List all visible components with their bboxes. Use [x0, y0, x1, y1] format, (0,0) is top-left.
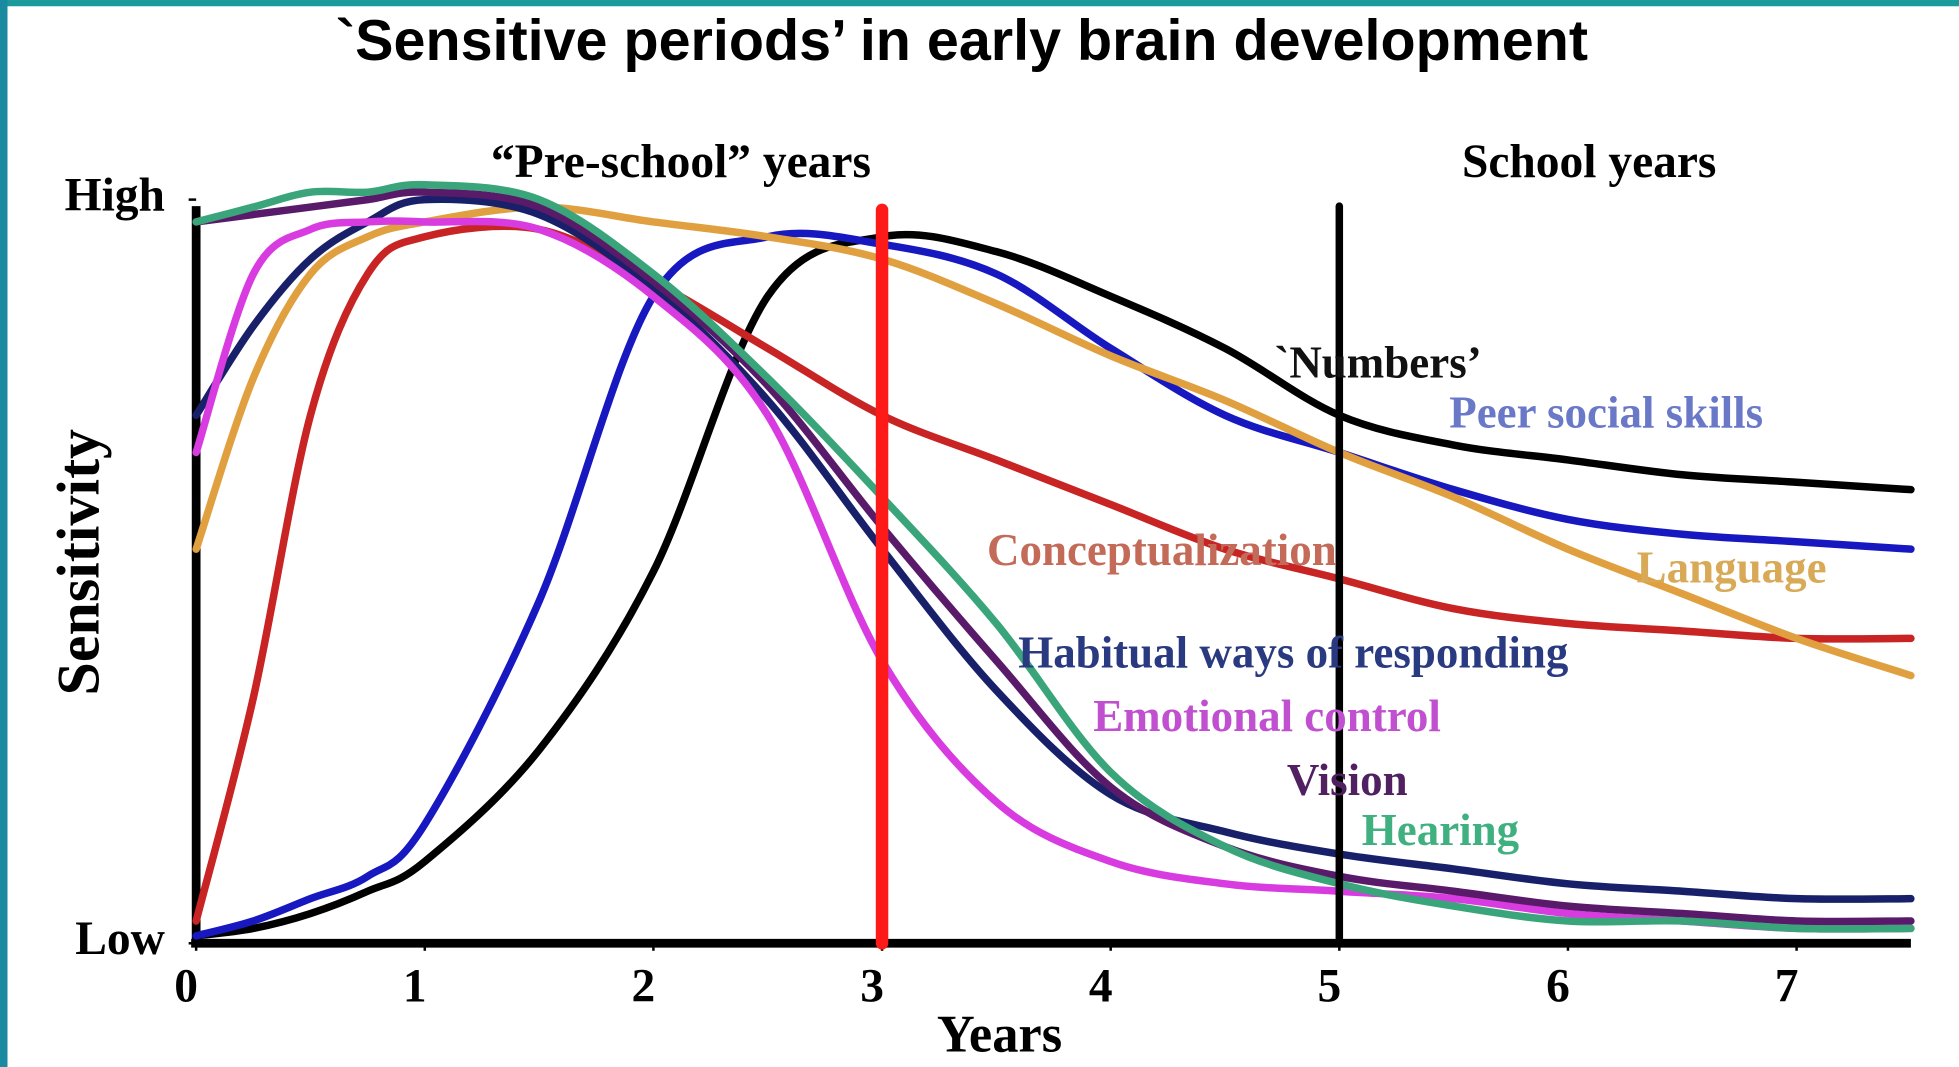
series-label: Habitual ways of responding	[1018, 627, 1569, 677]
series-line	[192, 217, 1915, 933]
x-tick-label: 7	[1775, 961, 1799, 1013]
series-label: Conceptualization	[987, 525, 1337, 575]
frame-left	[0, 0, 8, 1067]
series-label: Vision	[1287, 755, 1408, 805]
series-label: Emotional control	[1093, 691, 1441, 741]
frame-top	[0, 0, 1959, 7]
x-tick-label: 3	[860, 961, 884, 1013]
series-line	[192, 230, 1915, 940]
series-label: Peer social skills	[1449, 388, 1763, 438]
y-tick-label: Low	[75, 913, 165, 965]
y-tick-label: High	[65, 170, 165, 222]
series-label: Hearing	[1362, 805, 1520, 855]
series-label: Language	[1637, 543, 1827, 593]
series-line	[192, 180, 1915, 933]
x-tick-label: 4	[1089, 961, 1113, 1013]
series-line	[192, 188, 1915, 926]
x-tick-label: 5	[1317, 961, 1341, 1013]
series-label: `Numbers’	[1274, 338, 1481, 388]
x-tick-label: 0	[174, 961, 198, 1013]
series-line	[192, 203, 1915, 680]
series-line	[192, 229, 1915, 940]
chart-title: `Sensitive periods’ in early brain devel…	[336, 9, 1588, 73]
x-tick-label: 6	[1546, 961, 1570, 1013]
y-axis-label: Sensitivity	[46, 429, 112, 696]
annotation: School years	[1462, 136, 1716, 188]
annotation: “Pre-school” years	[491, 136, 871, 188]
x-tick-label: 1	[403, 961, 427, 1013]
x-axis-label: Years	[937, 1006, 1062, 1064]
x-tick-label: 2	[632, 961, 656, 1013]
